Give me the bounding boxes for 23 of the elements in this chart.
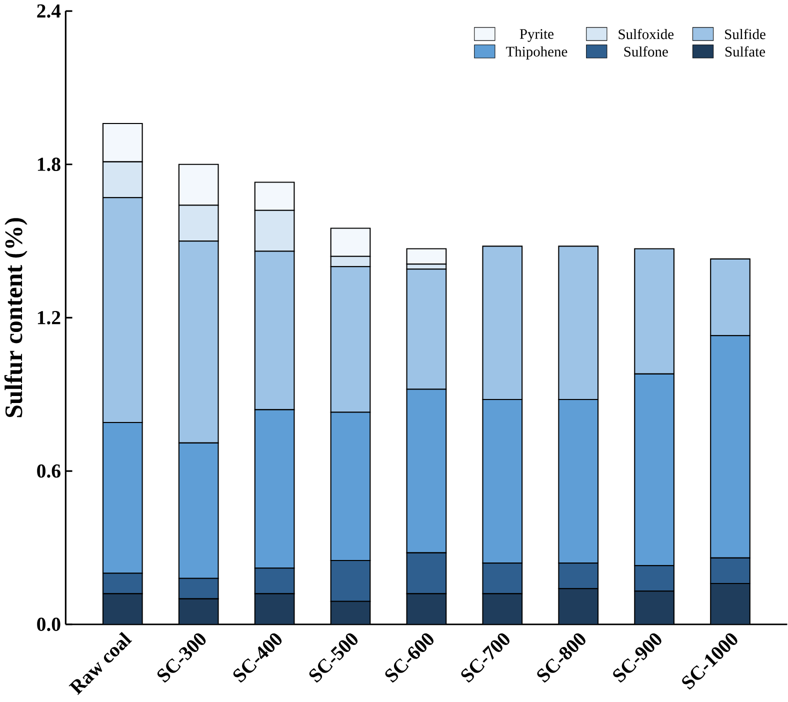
legend-label: Pyrite: [520, 29, 554, 42]
bar: [102, 593, 143, 625]
y-tick-label: 0.6: [37, 464, 60, 478]
bar: [710, 583, 750, 625]
legend-label: Sulfate: [725, 46, 766, 57]
y-tick-label: 0.0: [37, 618, 60, 632]
bar: [406, 248, 447, 265]
bar: [406, 593, 447, 625]
bar: [330, 601, 371, 625]
bar: [634, 590, 674, 625]
bar: [178, 598, 219, 625]
y-tick-label: 1.8: [38, 158, 60, 172]
legend-label: Thipohene: [506, 46, 568, 60]
y-tick-label: 1.2: [38, 311, 60, 325]
x-tick-label: Raw coal: [68, 632, 132, 696]
legend-label: Sulfoxide: [618, 29, 674, 40]
bar: [254, 593, 295, 625]
legend-label: Sulfide: [725, 29, 766, 40]
bar: [482, 593, 523, 625]
legend-label: Sulfone: [624, 46, 668, 57]
y-tick-label: 2.4: [37, 4, 61, 18]
y-axis-title: Sulfur content (%): [4, 218, 28, 418]
bar: [558, 588, 599, 625]
